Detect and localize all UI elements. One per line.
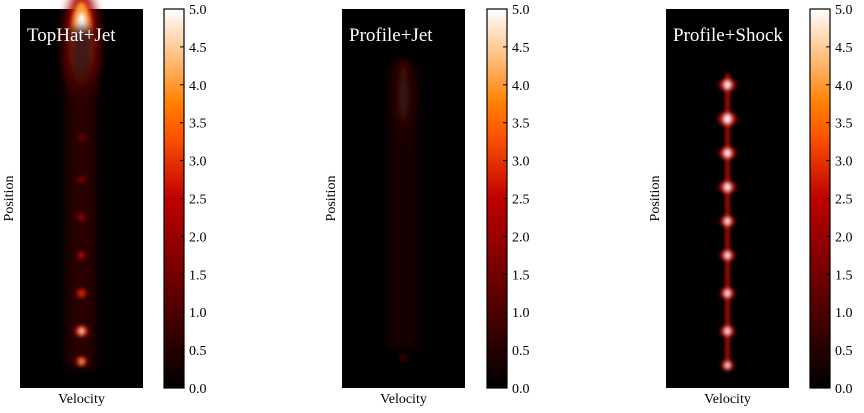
knot-core [723,80,732,90]
knot-core [724,289,731,298]
colorbar-tick-label: 2.5 [189,193,207,208]
x-axis-label: Velocity [704,392,751,407]
x-axis-label: Velocity [380,392,427,407]
colorbar: 0.0 0.5 1.0 1.5 2.0 2.5 3.0 3.5 4.0 4.5 5.0 [486,3,530,397]
colorbar: 0.0 0.5 1.0 1.5 2.0 2.5 3.0 3.5 4.0 4.5 5.0 [809,3,853,397]
knot-core [724,217,731,226]
y-axis-label: Position [648,176,663,222]
heatmap-panel-3: Profile+Shock Position Velocity 0.0 0.5 1.0 1.… [648,3,853,407]
knot-core [723,113,732,125]
knot-core [79,214,84,221]
knot-core [724,251,731,260]
colorbar-tick-label: 1.5 [189,268,207,283]
colorbar-tick-label: 0.0 [512,382,530,397]
knot-core [723,148,732,158]
knot-core [79,135,84,141]
panel-title: Profile+Shock [673,25,783,46]
colorbar-tick-label: 2.0 [512,230,530,245]
knot-core [724,361,731,369]
colorbar-tick-label: 5.0 [512,3,530,18]
panel-title: TopHat+Jet [27,25,116,46]
colorbar-tick-label: 4.5 [189,41,207,56]
panel-title: Profile+Jet [349,25,433,46]
colorbar-tick-label: 3.5 [189,117,207,132]
colorbar-tick-label: 1.0 [512,306,530,321]
knot-core [78,289,85,297]
colorbar-tick-label: 4.5 [512,41,530,56]
colorbar: 0.0 0.5 1.0 1.5 2.0 2.5 3.0 3.5 4.0 4.5 5.0 [163,3,207,397]
colorbar-tick-label: 4.0 [512,79,530,94]
colorbar-tick-label: 4.0 [835,79,853,94]
colorbar-tick-label: 5.0 [835,3,853,18]
knot-core [79,176,84,183]
heatmap-emission [388,61,419,362]
colorbar-tick-label: 0.5 [835,344,853,359]
haze-band [66,27,97,370]
colorbar-tick-label: 1.5 [835,268,853,283]
colorbar-tick-label: 1.5 [512,268,530,283]
knot-core [723,182,732,192]
colorbar-tick-label: 3.5 [835,117,853,132]
colorbar-tick-label: 3.0 [189,155,207,170]
colorbar-tick-label: 1.0 [189,306,207,321]
colorbar-tick-label: 0.0 [189,382,207,397]
heatmap-panel-2: Profile+Jet Position Velocity 0.0 0.5 1.0 1.5 2… [324,3,530,407]
knot-core [78,357,85,365]
knot-core [79,252,84,259]
colorbar-tick-label: 4.0 [189,79,207,94]
x-axis-label: Velocity [58,392,105,407]
knot-core [401,354,406,361]
colorbar-tick-label: 1.0 [835,306,853,321]
colorbar-tick-label: 0.5 [189,344,207,359]
colorbar-tick-label: 0.5 [512,344,530,359]
y-axis-label: Position [2,176,17,222]
colorbar-tick-label: 4.5 [835,41,853,56]
colorbar-tick-label: 2.0 [835,230,853,245]
colorbar-tick-label: 3.5 [512,117,530,132]
heatmap-emission [64,0,99,370]
colorbar-tick-label: 2.0 [189,230,207,245]
colorbar-tick-label: 5.0 [189,3,207,18]
knot-core [724,327,731,336]
y-axis-label: Position [324,176,339,222]
colorbar-tick-label: 0.0 [835,382,853,397]
colorbar-tick-label: 2.5 [512,193,530,208]
heatmap-panel-1: TopHat+Jet Position Velocity 0.0 0.5 1.0 1.5 2.… [2,0,207,407]
haze-band [388,65,419,351]
colorbar-tick-label: 3.0 [835,155,853,170]
colorbar-tick-label: 2.5 [835,193,853,208]
heatmap-emission [718,73,737,370]
knot-core [78,327,85,336]
colorbar-tick-label: 3.0 [512,155,530,170]
